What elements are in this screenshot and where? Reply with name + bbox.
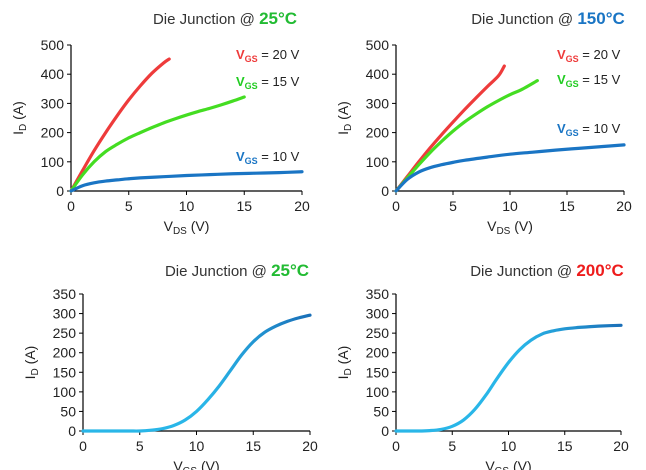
y-tick-label: 300 xyxy=(366,95,390,111)
chart-title: Die Junction @ 25°C xyxy=(153,9,297,28)
y-axis-label: ID (A) xyxy=(335,101,354,135)
y-tick-label: 500 xyxy=(366,37,390,53)
y-tick-label: 100 xyxy=(366,154,390,170)
x-tick-label: 5 xyxy=(125,198,133,214)
y-tick-label: 250 xyxy=(53,325,77,341)
y-tick-label: 0 xyxy=(68,423,76,439)
x-tick-label: 20 xyxy=(294,198,310,214)
y-tick-label: 50 xyxy=(60,403,76,419)
series-line xyxy=(69,57,171,193)
y-axis-label: ID (A) xyxy=(335,346,354,380)
y-tick-label: 400 xyxy=(41,66,65,82)
y-tick-label: 0 xyxy=(381,423,389,439)
y-tick-label: 250 xyxy=(366,325,390,341)
series-line xyxy=(394,79,539,193)
y-tick-label: 300 xyxy=(53,306,77,322)
x-tick-label: 20 xyxy=(302,438,318,454)
x-tick-label: 0 xyxy=(392,198,400,214)
y-tick-label: 0 xyxy=(56,183,64,199)
y-tick-label: 500 xyxy=(41,37,65,53)
y-tick-label: 100 xyxy=(41,154,65,170)
chart-title-temperature: 150°C xyxy=(577,9,624,28)
y-tick-label: 150 xyxy=(366,364,390,380)
series-label: VGS = 15 V xyxy=(557,72,621,89)
y-tick-label: 100 xyxy=(366,384,390,400)
x-axis-label: VDS (V) xyxy=(164,218,210,237)
y-tick-label: 300 xyxy=(41,95,65,111)
x-tick-label: 20 xyxy=(616,198,632,214)
x-axis-label: VGS (V) xyxy=(485,458,531,470)
chart-title: Die Junction @ 150°C xyxy=(471,9,625,28)
x-tick-label: 5 xyxy=(449,198,457,214)
x-axis-label: VGS (V) xyxy=(173,458,219,470)
x-tick-label: 10 xyxy=(189,438,205,454)
series-line xyxy=(394,323,623,433)
chart-panel: Die Junction @ 150°C 0 100 200 300 400 500 0 5 10… xyxy=(335,9,632,237)
y-tick-label: 0 xyxy=(381,183,389,199)
x-axis-label: VDS (V) xyxy=(487,218,533,237)
series-line xyxy=(69,170,304,193)
x-tick-label: 15 xyxy=(557,438,573,454)
chart-title: Die Junction @ 200°C xyxy=(470,261,624,280)
series-line xyxy=(69,95,246,193)
chart-title-text: Die Junction @ xyxy=(471,11,577,28)
y-tick-label: 150 xyxy=(53,364,77,380)
x-tick-label: 15 xyxy=(559,198,575,214)
y-axis-label: ID (A) xyxy=(10,101,29,135)
y-tick-label: 400 xyxy=(366,66,390,82)
series-label: VGS = 10 V xyxy=(236,149,300,166)
series-label: VGS = 20 V xyxy=(557,47,621,64)
series-label: VGS = 10 V xyxy=(557,121,621,138)
x-tick-label: 0 xyxy=(67,198,75,214)
chart-title-text: Die Junction @ xyxy=(153,11,259,28)
y-tick-label: 200 xyxy=(41,125,65,141)
chart-title-temperature: 200°C xyxy=(576,261,623,280)
chart-panel: Die Junction @ 200°C05010015020025030035… xyxy=(335,261,629,470)
chart-title-text: Die Junction @ xyxy=(470,263,576,280)
y-tick-label: 300 xyxy=(366,306,390,322)
x-tick-label: 15 xyxy=(236,198,252,214)
chart-panel: Die Junction @ 25°C 0 100 200 300 400 500 0 5 10 1… xyxy=(10,9,310,237)
y-axis-label: ID (A) xyxy=(22,346,41,380)
y-tick-label: 200 xyxy=(53,345,77,361)
series-label: VGS = 15 V xyxy=(236,74,300,91)
x-tick-label: 10 xyxy=(502,198,518,214)
y-tick-label: 200 xyxy=(366,345,390,361)
y-tick-label: 350 xyxy=(53,286,77,302)
chart-title-temperature: 25°C xyxy=(259,9,297,28)
x-tick-label: 5 xyxy=(448,438,456,454)
x-tick-label: 20 xyxy=(613,438,629,454)
chart-title-temperature: 25°C xyxy=(271,261,309,280)
x-tick-label: 10 xyxy=(501,438,517,454)
y-tick-label: 100 xyxy=(53,384,77,400)
x-tick-label: 15 xyxy=(245,438,261,454)
series-line xyxy=(394,143,626,193)
x-tick-label: 0 xyxy=(79,438,87,454)
chart-panel: Die Junction @ 25°C050100150200250300350… xyxy=(22,261,318,470)
y-tick-label: 200 xyxy=(366,125,390,141)
series-label: VGS = 20 V xyxy=(236,47,300,64)
x-tick-label: 10 xyxy=(179,198,195,214)
chart-title: Die Junction @ 25°C xyxy=(165,261,309,280)
x-tick-label: 5 xyxy=(136,438,144,454)
chart-title-text: Die Junction @ xyxy=(165,263,271,280)
series-line xyxy=(81,313,312,433)
y-tick-label: 50 xyxy=(373,403,389,419)
y-tick-label: 350 xyxy=(366,286,390,302)
x-tick-label: 0 xyxy=(392,438,400,454)
series-line xyxy=(394,64,506,193)
